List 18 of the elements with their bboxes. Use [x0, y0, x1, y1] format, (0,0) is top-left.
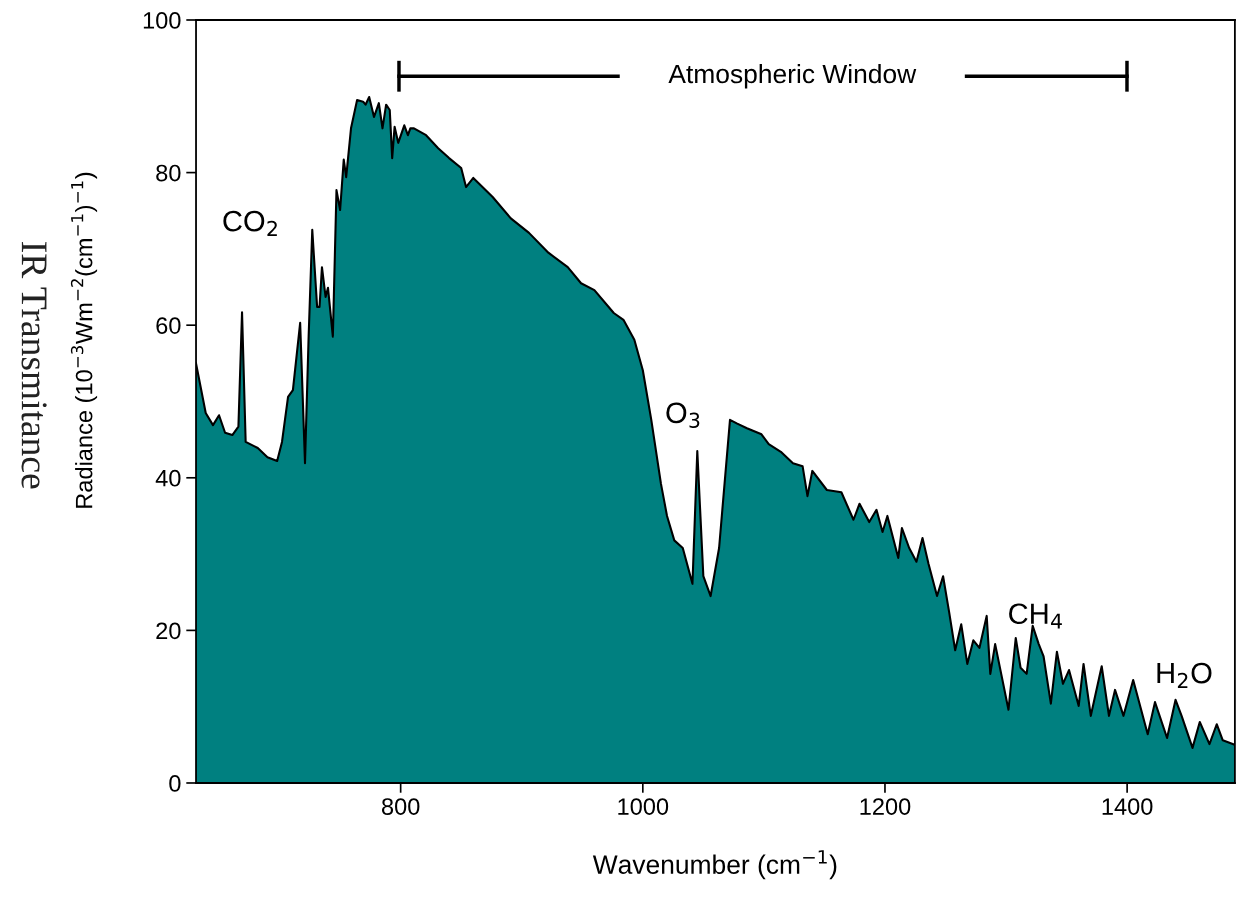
x-tick-label: 1000 [618, 798, 669, 815]
annotation: H$_{2}$O [1157, 662, 1212, 688]
y-tick-label: 20 [156, 622, 181, 640]
text: Radiance (10$^{−3}$Wm$^{−2}$(cm$^{−1}$)$^{−1}$) [70, 172, 98, 508]
annotation: O$_{3}$ [666, 402, 700, 428]
y-tick-label: 100 [143, 12, 181, 29]
x-axis-title: Wavenumber (cm$^{−1}$) [592, 850, 837, 880]
x-tick-label: 800 [381, 798, 420, 815]
y-tick-label: 80 [156, 164, 181, 182]
y-tick-label: 60 [156, 317, 181, 334]
y-tick-label: 40 [155, 469, 181, 487]
x-tick-label: 1400 [1102, 798, 1153, 815]
text: IR Transmitance [21, 242, 47, 489]
x-tick-label: 1200 [860, 798, 911, 815]
annotation: CH$_{4}$ [1009, 603, 1062, 629]
y-tick-label: 0 [169, 775, 181, 792]
annotation: Atmospheric Window [668, 63, 917, 89]
annotation: CO$_{2}$ [223, 210, 277, 236]
